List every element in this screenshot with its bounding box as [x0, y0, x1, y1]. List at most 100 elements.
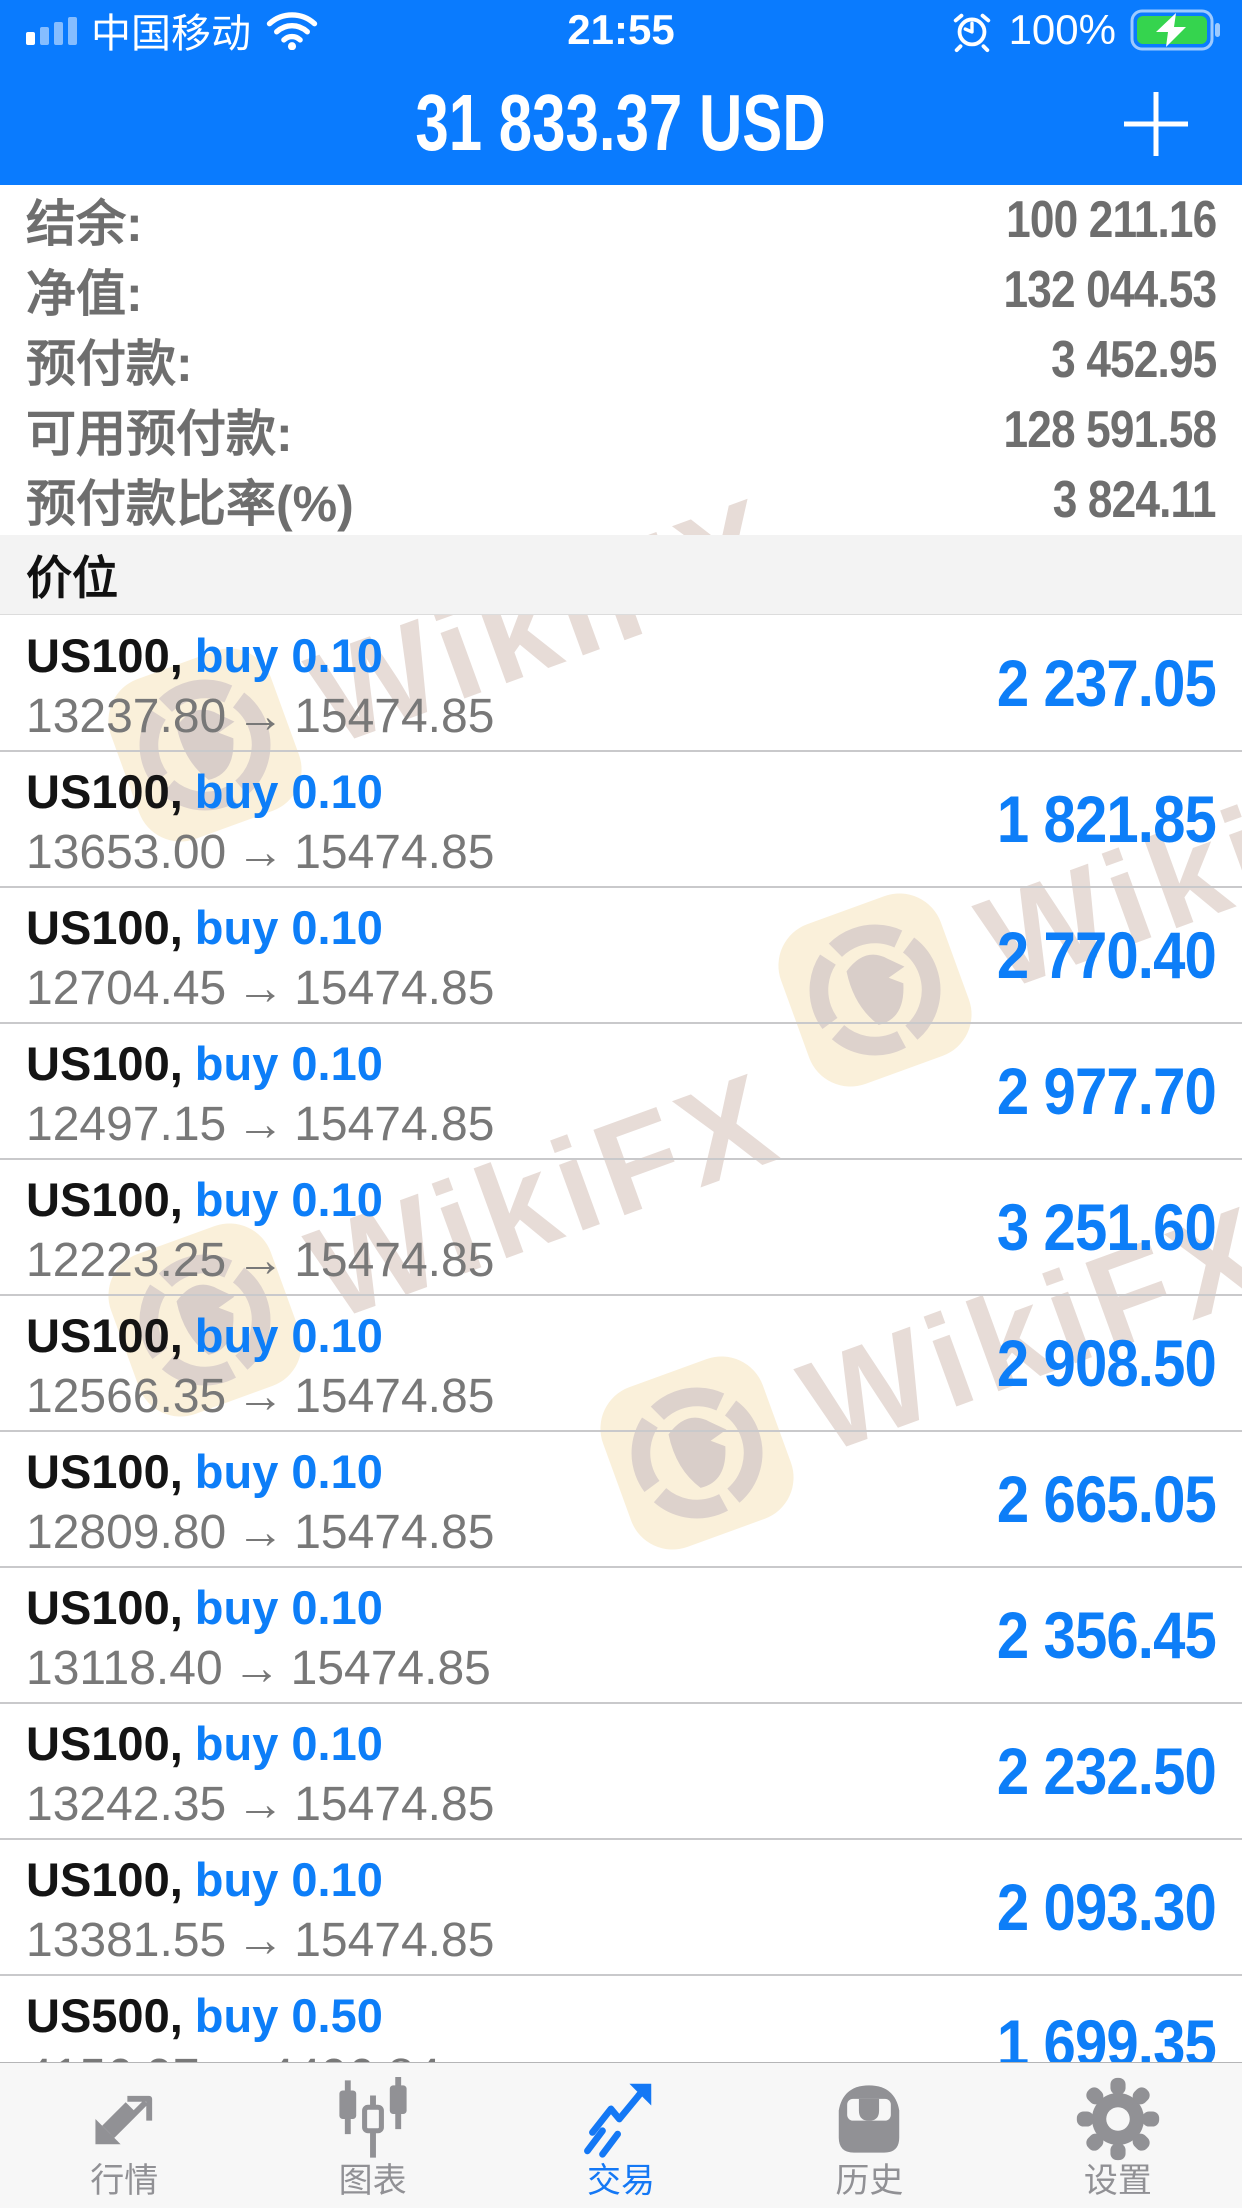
open-price: 12704.45 [26, 962, 227, 1015]
position-row[interactable]: US100, buy 0.10 13237.80 → 15474.85 2 237.0… [0, 616, 1242, 752]
current-price: 15474.85 [294, 826, 495, 879]
position-side-volume: buy 0.10 [194, 1173, 383, 1226]
open-price: 12809.80 [26, 1506, 227, 1559]
position-profit: 2 232.50 [996, 1734, 1217, 1808]
open-price: 13242.35 [26, 1778, 227, 1831]
current-price: 15474.85 [290, 1642, 491, 1695]
current-price: 15474.85 [294, 1914, 495, 1967]
tab-bar: 行情 图表 [0, 2062, 1242, 2208]
position-row[interactable]: US100, buy 0.10 13242.35 → 15474.85 2 232.5… [0, 1704, 1242, 1840]
arrow-right-icon: → [236, 1234, 285, 1287]
tab-label: 设置 [1083, 2162, 1152, 2200]
position-symbol: US100, [26, 1853, 183, 1906]
current-price: 15474.85 [294, 962, 495, 1015]
position-profit: 2 665.05 [996, 1462, 1217, 1536]
plus-icon [1124, 92, 1188, 156]
tab-quotes[interactable]: 行情 [0, 2063, 248, 2208]
history-icon [827, 2075, 911, 2163]
section-title: 价位 [26, 551, 118, 604]
position-symbol: US100, [26, 1173, 183, 1226]
carrier-label: 中国移动 [91, 12, 251, 56]
summary-row: 净值: 132 044.53 [26, 255, 1217, 325]
position-symbol: US100, [26, 1717, 183, 1770]
header: 中国移动 21:55 100% [0, 0, 1242, 185]
summary-value: 100 211.16 [1005, 191, 1217, 249]
position-prices: 13381.55 → 15474.85 [26, 1915, 1216, 1967]
summary-row: 预付款比率(%) 3 824.11 [26, 465, 1217, 535]
tab-history[interactable]: 历史 [745, 2063, 993, 2208]
tab-charts[interactable]: 图表 [248, 2063, 496, 2208]
position-symbol: US100, [26, 1445, 183, 1498]
status-left: 中国移动 [26, 0, 319, 60]
position-prices: 12497.15 → 15474.85 [26, 1099, 1216, 1151]
position-side-volume: buy 0.10 [194, 1445, 383, 1498]
position-title: US100, buy 0.10 [26, 902, 1216, 954]
position-title: US500, buy 0.50 [26, 1990, 1216, 2042]
position-row[interactable]: US100, buy 0.10 12566.35 → 15474.85 2 908.5… [0, 1296, 1242, 1432]
tab-settings[interactable]: 设置 [994, 2063, 1242, 2208]
position-prices: 12704.45 → 15474.85 [26, 963, 1216, 1015]
current-price: 15474.85 [294, 1506, 495, 1559]
position-title: US100, buy 0.10 [26, 1718, 1216, 1770]
position-symbol: US100, [26, 765, 183, 818]
arrow-right-icon: → [236, 1370, 285, 1423]
trade-icon [579, 2075, 663, 2163]
positions-list: US100, buy 0.10 13237.80 → 15474.85 2 237.0… [0, 616, 1242, 2112]
arrow-right-icon: → [236, 1098, 285, 1151]
open-price: 12566.35 [26, 1370, 227, 1423]
position-side-volume: buy 0.10 [194, 765, 383, 818]
position-profit: 2 908.50 [996, 1326, 1217, 1400]
current-price: 15474.85 [294, 1234, 495, 1287]
arrow-right-icon: → [236, 1778, 285, 1831]
position-symbol: US500, [26, 1989, 183, 2042]
current-price: 15474.85 [294, 1370, 495, 1423]
arrow-right-icon: → [236, 690, 285, 743]
position-symbol: US100, [26, 629, 183, 682]
alarm-icon [953, 13, 990, 53]
summary-value: 3 452.95 [1050, 331, 1217, 389]
position-title: US100, buy 0.10 [26, 1038, 1216, 1090]
position-row[interactable]: US100, buy 0.10 12223.25 → 15474.85 3 251.6… [0, 1160, 1242, 1296]
arrow-right-icon: → [236, 1914, 285, 1967]
summary-row: 预付款: 3 452.95 [26, 325, 1217, 395]
position-row[interactable]: US100, buy 0.10 12704.45 → 15474.85 2 770.4… [0, 888, 1242, 1024]
current-price: 15474.85 [294, 690, 495, 743]
position-symbol: US100, [26, 1037, 183, 1090]
position-side-volume: buy 0.10 [194, 1309, 383, 1362]
position-side-volume: buy 0.10 [194, 629, 383, 682]
position-symbol: US100, [26, 1309, 183, 1362]
summary-value: 3 824.11 [1053, 471, 1217, 529]
position-row[interactable]: US100, buy 0.10 12497.15 → 15474.85 2 977.7… [0, 1024, 1242, 1160]
tab-label: 交易 [587, 2162, 656, 2200]
summary-label: 结余: [26, 196, 143, 252]
account-balance-title: 31 833.37 USD [415, 77, 827, 167]
open-price: 13381.55 [26, 1914, 227, 1967]
position-profit: 2 356.45 [996, 1598, 1217, 1672]
quotes-icon [82, 2075, 166, 2163]
summary-label: 净值: [26, 266, 143, 322]
position-profit: 2 093.30 [996, 1870, 1217, 1944]
position-row[interactable]: US100, buy 0.10 13118.40 → 15474.85 2 356.4… [0, 1568, 1242, 1704]
add-order-button[interactable] [1120, 88, 1192, 160]
tab-label: 图表 [338, 2162, 407, 2200]
position-side-volume: buy 0.10 [194, 1717, 383, 1770]
arrow-right-icon: → [236, 826, 285, 879]
position-side-volume: buy 0.10 [194, 1037, 383, 1090]
current-price: 15474.85 [294, 1098, 495, 1151]
open-price: 13653.00 [26, 826, 227, 879]
signal-strength-icon [26, 15, 77, 45]
position-title: US100, buy 0.10 [26, 1446, 1216, 1498]
position-row[interactable]: US100, buy 0.10 13653.00 → 15474.85 1 821.8… [0, 752, 1242, 888]
arrow-right-icon: → [232, 1642, 281, 1695]
position-row[interactable]: US100, buy 0.10 12809.80 → 15474.85 2 665.0… [0, 1432, 1242, 1568]
current-price: 15474.85 [294, 1778, 495, 1831]
summary-label: 预付款比率(%) [26, 476, 354, 532]
clock: 21:55 [567, 6, 675, 53]
position-side-volume: buy 0.10 [194, 1581, 383, 1634]
wifi-icon [266, 12, 318, 50]
position-row[interactable]: US100, buy 0.10 13381.55 → 15474.85 2 093.3… [0, 1840, 1242, 1976]
arrow-right-icon: → [236, 1506, 285, 1559]
status-right: 100% [949, 0, 1222, 60]
tab-trade[interactable]: 交易 [497, 2063, 745, 2208]
